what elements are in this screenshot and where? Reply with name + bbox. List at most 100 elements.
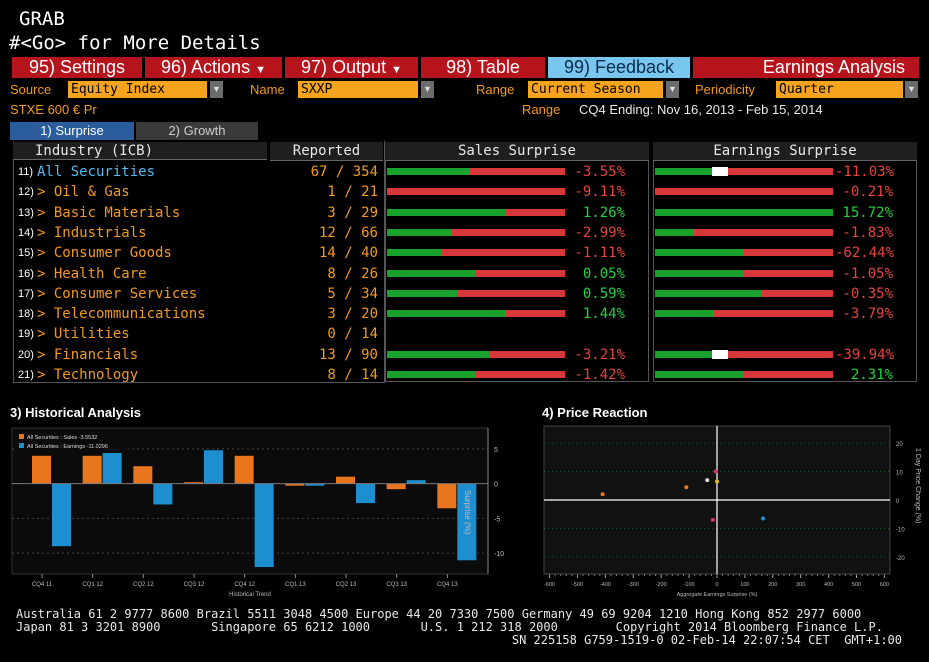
row-industry[interactable]: > Financials [37, 346, 139, 363]
x-tick-label: CQ4 13 [437, 582, 458, 588]
x-tick-label: -200 [656, 582, 667, 588]
row-number: 15) [18, 247, 34, 260]
x-tick-label: -400 [600, 582, 611, 588]
row-industry[interactable]: > Oil & Gas [37, 184, 130, 201]
tab-surprise[interactable]: 1) Surprise [10, 122, 134, 140]
table-row[interactable]: 20) > Financials 13 / 90 [16, 345, 386, 365]
row-industry[interactable]: > Basic Materials [37, 204, 181, 221]
row-reported: 14 / 40 [318, 245, 378, 262]
row-number: 20) [18, 348, 34, 361]
table-row[interactable]: 14) > Industrials 12 / 66 [16, 223, 386, 243]
row-industry[interactable]: > Industrials [37, 224, 147, 241]
row-number: 18) [18, 308, 34, 321]
table-row[interactable]: 12) > Oil & Gas 1 / 21 [16, 182, 386, 202]
row-number: 13) [18, 206, 34, 219]
output-button[interactable]: 97) Output ▼ [285, 57, 418, 78]
table-border [13, 141, 385, 383]
col-sales-header[interactable]: Sales Surprise [385, 142, 649, 161]
row-number: 12) [18, 186, 34, 199]
x-tick-label: 200 [768, 582, 777, 588]
settings-button[interactable]: 95) Settings [12, 57, 142, 78]
surprise-bar-positive [387, 168, 469, 175]
row-industry[interactable]: > Consumer Goods [37, 245, 172, 262]
table-row[interactable]: 17) > Consumer Services 5 / 34 [16, 284, 386, 304]
surprise-bar-positive [387, 249, 442, 257]
surprise-value: 1.44% [582, 306, 625, 323]
row-reported: 3 / 20 [327, 306, 378, 323]
row-industry[interactable]: > Health Care [37, 265, 147, 282]
bar-sales [386, 483, 406, 490]
y-tick-label: -10 [896, 527, 905, 533]
y-tick-label: 0 [896, 499, 900, 505]
sales-panel-border [385, 161, 649, 382]
surprise-bar-positive [387, 371, 476, 378]
row-industry[interactable]: > Consumer Services [37, 285, 198, 302]
periodicity-select[interactable]: Quarter [776, 81, 903, 98]
chevron-down-icon[interactable]: ▼ [210, 81, 223, 98]
chevron-down-icon[interactable]: ▼ [421, 81, 434, 98]
feedback-button[interactable]: 99) Feedback [548, 57, 690, 78]
row-industry[interactable]: > Telecommunications [37, 306, 206, 323]
output-label: 97) Output [301, 57, 387, 77]
y-tick-label: 5 [494, 447, 498, 454]
table-row[interactable]: 13) > Basic Materials 3 / 29 [16, 203, 386, 223]
surprise-value: -11.03% [835, 164, 895, 180]
col-earnings-header[interactable]: Earnings Surprise [653, 142, 917, 161]
table-row[interactable]: 18) > Telecommunications 3 / 20 [16, 304, 386, 324]
col-reported-header[interactable]: Reported [270, 142, 383, 161]
chevron-down-icon[interactable]: ▼ [905, 81, 918, 98]
chevron-down-icon[interactable]: ▼ [666, 81, 679, 98]
x-tick-label: 400 [824, 582, 833, 588]
surprise-bar-positive [655, 228, 694, 236]
source-select[interactable]: Equity Index [68, 81, 207, 98]
table-row[interactable]: 11) All Securities 67 / 354 [16, 162, 386, 182]
table-row[interactable]: 15) > Consumer Goods 14 / 40 [16, 243, 386, 263]
bar-earnings [52, 483, 71, 547]
table-row[interactable]: 19) > Utilities 0 / 14 [16, 324, 386, 344]
legend-swatch [19, 434, 24, 439]
surprise-value: 0.59% [582, 285, 625, 302]
surprise-bar-negative [655, 188, 833, 196]
surprise-bar-negative [744, 249, 833, 257]
x-axis-title: Aggregate Earnings Surprise (%) [677, 592, 758, 598]
surprise-value: -62.44% [835, 245, 895, 262]
surprise-value: -3.79% [842, 306, 893, 323]
bar-sales [133, 466, 153, 484]
row-reported: 3 / 29 [327, 204, 378, 221]
legend-box [16, 431, 128, 453]
x-tick-label: CQ4 11 [32, 582, 53, 588]
x-tick-label: CQ1 12 [82, 582, 103, 588]
table-row[interactable]: 16) > Health Care 8 / 26 [16, 264, 386, 284]
surprise-bar-negative [469, 168, 565, 175]
tab-growth[interactable]: 2) Growth [136, 122, 258, 140]
name-input[interactable]: SXXP [298, 81, 418, 98]
scatter-point [715, 479, 719, 484]
row-industry[interactable]: All Securities [37, 164, 156, 180]
surprise-bar-positive [655, 350, 726, 358]
x-tick-label: CQ1 13 [285, 582, 306, 588]
scatter-point [600, 492, 605, 497]
table-row[interactable]: 21) > Technology 8 / 14 [16, 365, 386, 385]
name-label: Name [250, 82, 285, 97]
surprise-value: 1.26% [582, 204, 625, 221]
row-reported: 8 / 14 [327, 367, 378, 383]
x-tick-label: CQ2 12 [133, 582, 154, 588]
row-reported: 8 / 26 [327, 265, 378, 282]
function-title: Earnings Analysis [762, 57, 905, 77]
surprise-bar-positive [387, 289, 458, 297]
y-tick-label: 0 [494, 482, 498, 489]
surprise-bar-positive [655, 208, 833, 216]
actions-button[interactable]: 96) Actions ▼ [145, 57, 282, 78]
range-label-2: Range [522, 102, 561, 117]
row-industry[interactable]: > Utilities [37, 326, 130, 343]
col-industry-header[interactable]: Industry (ICB) [13, 142, 267, 160]
row-industry[interactable]: > Technology [37, 367, 139, 383]
surprise-bar-positive [387, 310, 506, 318]
bar-earnings [254, 483, 274, 568]
index-name: STXE 600 € Pr [10, 102, 97, 117]
range-select[interactable]: Current Season [528, 81, 663, 98]
x-tick-label: 600 [880, 582, 889, 588]
surprise-bar-negative [694, 228, 833, 236]
surprise-bar-positive [387, 228, 451, 236]
table-button[interactable]: 98) Table [421, 57, 545, 78]
